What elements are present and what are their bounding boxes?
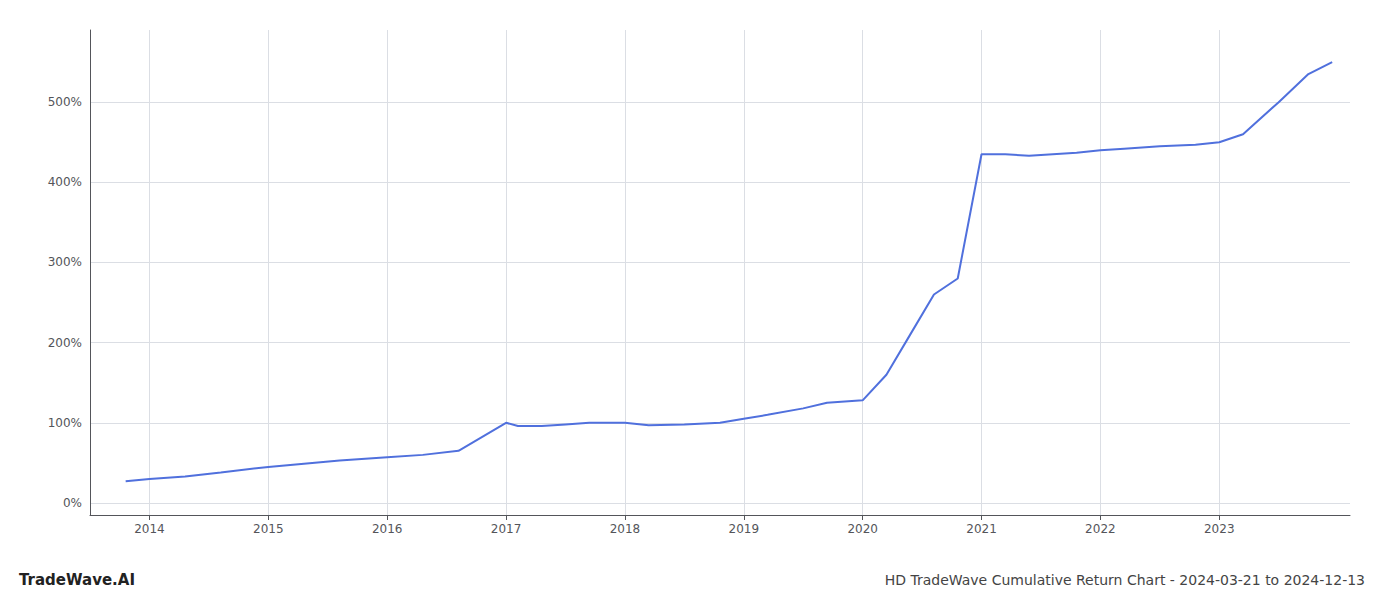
svg-text:2017: 2017 (491, 522, 522, 536)
svg-text:2016: 2016 (372, 522, 403, 536)
svg-text:2022: 2022 (1085, 522, 1116, 536)
svg-text:2018: 2018 (610, 522, 641, 536)
svg-text:2019: 2019 (729, 522, 760, 536)
svg-text:HD TradeWave Cumulative Return: HD TradeWave Cumulative Return Chart - 2… (885, 572, 1365, 588)
svg-text:500%: 500% (48, 95, 82, 109)
svg-text:300%: 300% (48, 255, 82, 269)
svg-text:400%: 400% (48, 175, 82, 189)
svg-text:100%: 100% (48, 416, 82, 430)
svg-text:200%: 200% (48, 336, 82, 350)
svg-text:TradeWave.AI: TradeWave.AI (19, 571, 135, 589)
svg-text:0%: 0% (63, 496, 82, 510)
svg-text:2023: 2023 (1204, 522, 1235, 536)
svg-text:2014: 2014 (134, 522, 165, 536)
svg-text:2015: 2015 (253, 522, 284, 536)
svg-text:2020: 2020 (847, 522, 878, 536)
svg-text:2021: 2021 (966, 522, 997, 536)
